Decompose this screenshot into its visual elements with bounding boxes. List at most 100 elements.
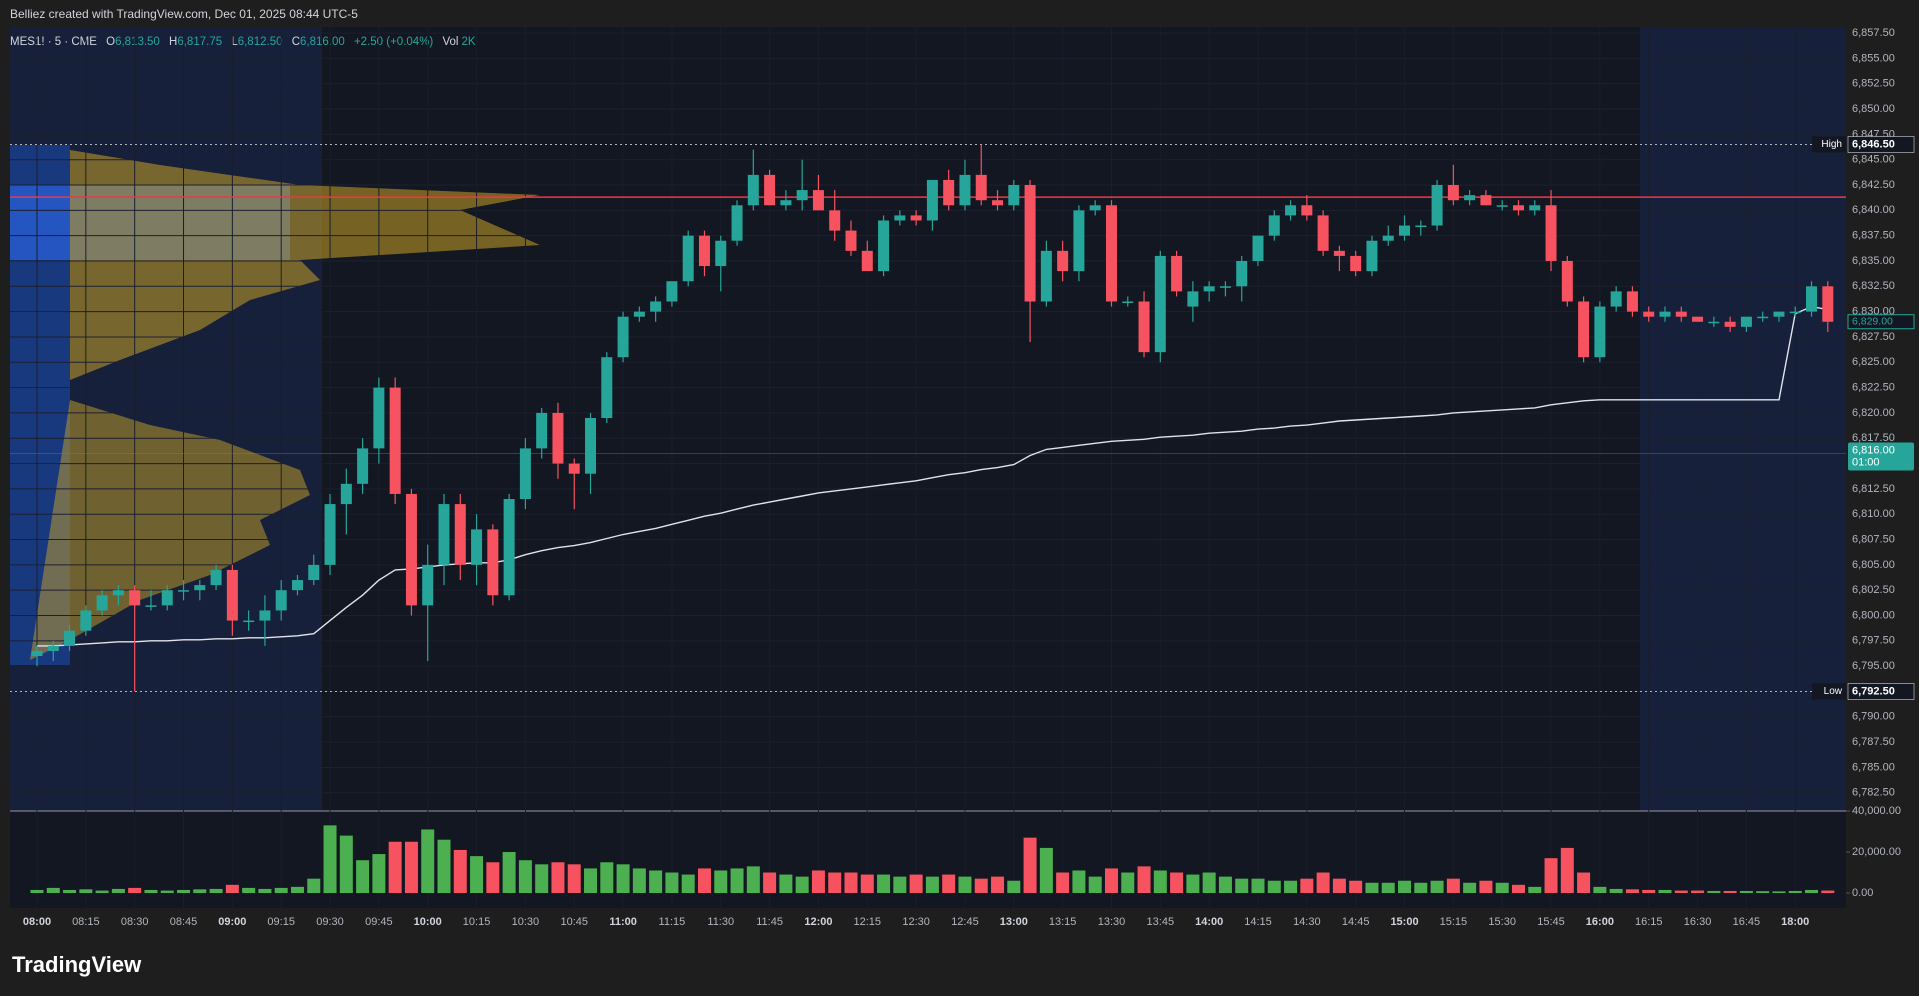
level-label: Low: [1824, 686, 1843, 697]
volume-bar: [290, 886, 304, 894]
candle-body: [145, 605, 157, 607]
volume-bar: [1560, 847, 1574, 894]
x-tick-label: 10:00: [414, 916, 442, 928]
volume-bar: [909, 874, 923, 894]
volume-bar: [632, 868, 646, 894]
candle-body: [1822, 286, 1834, 322]
candle-body: [1626, 291, 1638, 312]
candle-body: [1154, 255, 1166, 353]
x-tick-label: 14:30: [1293, 916, 1321, 928]
candle-body: [194, 585, 206, 591]
candle-body: [650, 301, 662, 312]
candle-body: [1089, 205, 1101, 211]
x-tick-label: 13:30: [1098, 916, 1126, 928]
x-tick-label: 15:45: [1537, 916, 1565, 928]
x-tick-label: 10:30: [512, 916, 540, 928]
x-tick-label: 14:00: [1195, 916, 1223, 928]
candle-body: [861, 250, 873, 272]
x-tick-label: 14:45: [1342, 916, 1370, 928]
volume-bar: [584, 868, 598, 894]
candle-body: [829, 210, 841, 231]
x-tick-label: 14:15: [1244, 916, 1272, 928]
volume-bar: [160, 890, 174, 894]
candle-body: [1724, 321, 1736, 327]
candle-body: [1057, 250, 1069, 272]
y-tick-label: 6,825.00: [1852, 356, 1895, 368]
candle-body: [585, 417, 597, 474]
volume-bar: [795, 876, 809, 894]
y-tick-label: 6,797.50: [1852, 635, 1895, 647]
volume-bar: [209, 888, 223, 894]
candle-body: [373, 387, 385, 449]
volume-bar: [242, 887, 256, 894]
volume-bar: [1007, 880, 1021, 894]
x-tick-label: 12:30: [902, 916, 930, 928]
volume-bar: [356, 860, 370, 894]
volume-bar: [1153, 870, 1167, 894]
y-tick-label: 6,795.00: [1852, 660, 1895, 672]
x-tick-label: 13:45: [1147, 916, 1175, 928]
candle-body: [992, 200, 1004, 206]
volume-bar: [567, 864, 581, 894]
candle-body: [1187, 291, 1199, 307]
volume-bar: [1170, 872, 1184, 894]
candle-body: [975, 174, 987, 201]
candle-body: [1561, 260, 1573, 302]
candle-body: [1024, 185, 1036, 302]
candle-body: [357, 448, 369, 484]
volume-bar: [697, 868, 711, 894]
x-tick-label: 08:45: [170, 916, 198, 928]
volume-bar: [1218, 876, 1232, 894]
candle-body: [1480, 195, 1492, 206]
x-tick-label: 08:30: [121, 916, 149, 928]
volume-bar: [844, 872, 858, 894]
candle-body: [275, 590, 287, 611]
volume-bar: [1674, 890, 1688, 894]
volume-bar: [1658, 889, 1672, 894]
level-price-label: 6,846.50: [1852, 138, 1895, 150]
y-tick-label: 6,790.00: [1852, 711, 1895, 723]
x-tick-label: 09:15: [267, 916, 295, 928]
candle-body: [1545, 205, 1557, 261]
candle-body: [1171, 255, 1183, 292]
volume-bar: [974, 878, 988, 894]
volume-bar: [1544, 858, 1558, 894]
level-label: High: [1821, 139, 1842, 150]
candle-body: [161, 590, 173, 606]
x-tick-label: 09:45: [365, 916, 393, 928]
candle-body: [1317, 215, 1329, 251]
last-price-box: [1847, 314, 1915, 330]
x-tick-label: 11:30: [707, 916, 734, 928]
candle-body: [422, 564, 434, 606]
candle-body: [1529, 205, 1541, 211]
volume-bar: [714, 870, 728, 894]
volume-bar: [1821, 890, 1835, 894]
candle-body: [943, 179, 955, 206]
y-tick-label: 6,820.00: [1852, 407, 1895, 419]
candle-body: [487, 529, 499, 596]
candle-body: [178, 590, 190, 592]
candle-body: [1773, 311, 1785, 317]
candle-body: [959, 174, 971, 206]
candle-body: [552, 412, 564, 464]
volume-bar: [502, 852, 516, 894]
y-tick-label: 6,782.50: [1852, 787, 1895, 799]
candle-body: [503, 499, 515, 596]
volume-bar: [1381, 882, 1395, 894]
candle-body: [682, 235, 694, 282]
candle-body: [1415, 225, 1427, 228]
candle-body: [389, 387, 401, 494]
candle-body: [112, 590, 124, 596]
volume-bar: [372, 854, 386, 894]
candle-body: [1496, 205, 1508, 207]
volume-bar: [1349, 880, 1363, 894]
legend-low-label: L: [231, 36, 238, 48]
volume-bar: [323, 825, 337, 894]
volume-bar: [763, 872, 777, 894]
x-tick-label: 12:00: [804, 916, 832, 928]
candle-body: [812, 190, 824, 211]
y-tick-label: 6,812.50: [1852, 483, 1895, 495]
candle-body: [1740, 316, 1752, 327]
